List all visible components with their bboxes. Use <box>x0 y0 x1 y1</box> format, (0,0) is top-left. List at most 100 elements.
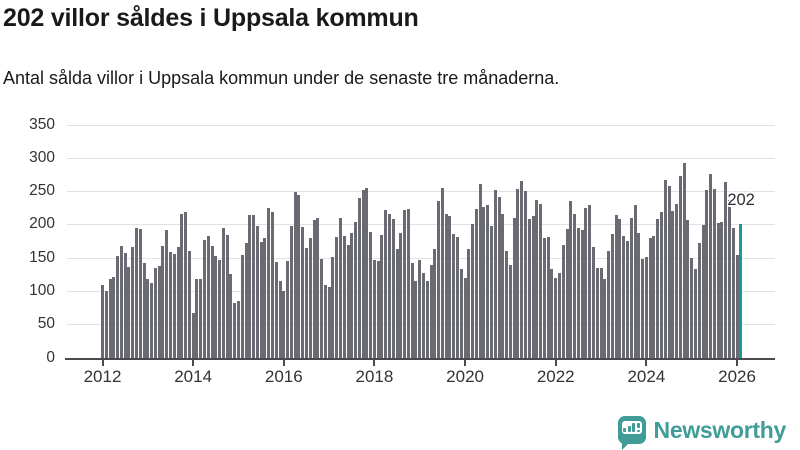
bar <box>539 204 543 358</box>
bar <box>278 281 282 358</box>
bar <box>168 252 172 358</box>
bar <box>255 226 259 358</box>
bar <box>440 188 444 358</box>
bar <box>214 256 218 358</box>
bar <box>357 198 361 358</box>
x-axis-tick <box>464 360 467 366</box>
bar <box>127 267 131 358</box>
bar <box>267 207 271 358</box>
bar <box>482 206 486 358</box>
x-axis-tick-label: 2024 <box>627 367 666 386</box>
bar <box>384 210 388 358</box>
bar <box>391 218 395 358</box>
bar <box>414 280 418 358</box>
gridline <box>67 224 775 226</box>
bar <box>671 210 675 358</box>
bar <box>569 200 573 358</box>
value-annotation: 202 <box>727 190 755 209</box>
bar <box>599 268 603 358</box>
bar <box>218 260 222 358</box>
x-axis-tick <box>192 360 195 366</box>
bar <box>270 212 274 358</box>
bar <box>259 241 263 358</box>
bar <box>233 303 237 358</box>
bar <box>550 268 554 358</box>
bar <box>648 237 652 358</box>
bar <box>342 235 346 358</box>
bar <box>731 228 735 358</box>
y-axis-tick-label: 150 <box>29 248 55 266</box>
bar <box>610 233 614 358</box>
x-axis-tick-label: 2014 <box>174 367 213 386</box>
bar <box>663 179 667 358</box>
gridline <box>67 191 775 193</box>
bar <box>716 222 720 358</box>
bar <box>191 313 195 358</box>
bar <box>705 190 709 358</box>
bar <box>576 227 580 358</box>
bar <box>372 260 376 358</box>
bar <box>354 221 358 358</box>
bar <box>422 272 426 358</box>
mini-bar-chart-icon <box>621 421 642 434</box>
bar <box>735 254 739 358</box>
bar <box>720 222 724 358</box>
bar <box>161 246 165 358</box>
bar <box>471 223 475 358</box>
bar <box>535 200 539 358</box>
bar <box>573 213 577 358</box>
bar <box>712 188 716 358</box>
bar <box>335 236 339 358</box>
x-axis-tick <box>282 360 285 366</box>
y-axis-tick-label: 300 <box>29 148 55 166</box>
bar <box>150 283 154 358</box>
bar <box>614 214 618 358</box>
bar <box>116 256 120 358</box>
x-axis-tick <box>373 360 376 366</box>
bar <box>629 218 633 358</box>
bar <box>626 240 629 358</box>
bar <box>637 232 641 358</box>
bar <box>561 244 565 358</box>
y-axis-tick-label: 250 <box>29 182 55 200</box>
bar <box>607 251 611 358</box>
bar <box>709 173 713 358</box>
bar <box>176 247 180 358</box>
bar <box>433 249 437 358</box>
bar <box>531 215 535 358</box>
bar <box>641 258 645 358</box>
bar <box>546 236 550 358</box>
bar <box>686 219 690 358</box>
bar <box>195 278 199 358</box>
bar <box>618 218 622 358</box>
gridline <box>67 124 775 126</box>
bar <box>206 236 210 358</box>
bar <box>119 246 123 358</box>
x-axis-tick-label: 2018 <box>355 367 394 386</box>
bar <box>365 187 369 358</box>
bar <box>248 214 252 358</box>
bar <box>361 189 365 358</box>
bar <box>376 260 380 358</box>
bar <box>448 215 452 358</box>
bar <box>112 277 116 358</box>
bar <box>527 218 531 358</box>
bar <box>524 190 528 358</box>
bar <box>142 262 146 358</box>
bar <box>452 234 456 358</box>
bar <box>225 234 229 358</box>
bar <box>138 228 142 358</box>
x-axis-tick-label: 2012 <box>83 367 122 386</box>
gridline <box>67 257 775 259</box>
bar <box>444 213 448 358</box>
bar <box>727 199 731 358</box>
bar <box>512 218 516 358</box>
bar <box>221 227 225 358</box>
bar <box>304 248 308 358</box>
x-axis-tick <box>736 360 739 366</box>
chart-subtitle: Antal sålda villor i Uppsala kommun unde… <box>3 68 560 88</box>
bar <box>429 265 433 358</box>
page-title: 202 villor såldes i Uppsala kommun <box>3 4 419 32</box>
bar <box>308 238 312 358</box>
bar <box>690 258 694 358</box>
